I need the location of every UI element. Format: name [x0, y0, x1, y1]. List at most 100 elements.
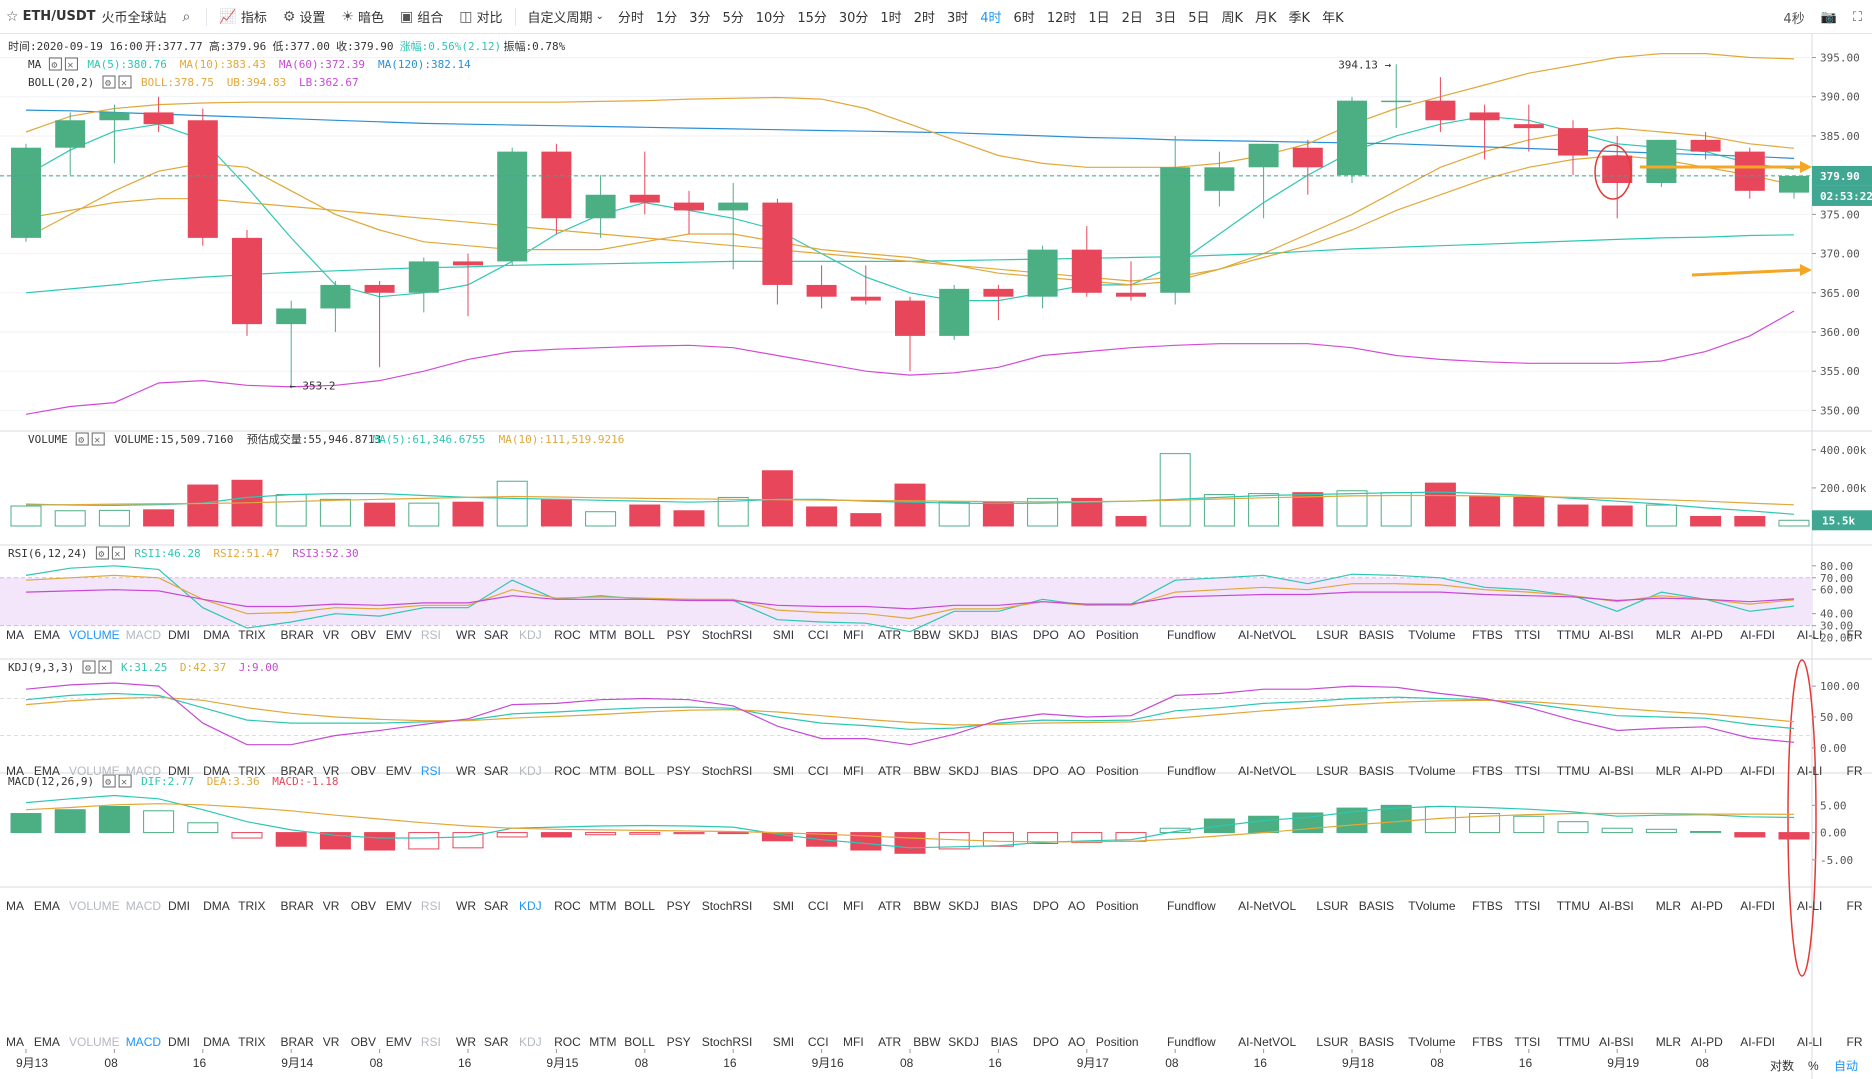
indicator-tab-stochrsi[interactable]: StochRSI [702, 764, 753, 778]
indicator-tab-obv[interactable]: OBV [351, 1035, 376, 1049]
indicator-tab-boll[interactable]: BOLL [624, 764, 655, 778]
fullscreen-icon[interactable]: ⛶ [1852, 9, 1862, 25]
indicator-tab-brar[interactable]: BRAR [281, 899, 315, 913]
indicator-tab-psy[interactable]: PSY [667, 764, 691, 778]
indicator-tab-psy[interactable]: PSY [667, 1035, 691, 1049]
indicator-tab-kdj[interactable]: KDJ [519, 764, 542, 778]
indicator-tab-dmi[interactable]: DMI [168, 899, 190, 913]
indicator-tab-tvolume[interactable]: TVolume [1408, 1035, 1456, 1049]
indicator-tab-mtm[interactable]: MTM [589, 1035, 616, 1049]
indicator-tab-lsur[interactable]: LSUR [1316, 628, 1348, 642]
indicator-tab-ftbs[interactable]: FTBS [1472, 764, 1503, 778]
rsi-settings-icon[interactable] [95, 546, 109, 560]
indicator-tab-ai-pd[interactable]: AI-PD [1691, 628, 1723, 642]
indicator-tab-fr[interactable]: FR [1847, 628, 1863, 642]
indicator-tab-macd[interactable]: MACD [126, 628, 162, 642]
indicator-tab-fundflow[interactable]: Fundflow [1167, 899, 1216, 913]
indicator-tab-fr[interactable]: FR [1847, 899, 1863, 913]
indicator-tab-mfi[interactable]: MFI [843, 628, 864, 642]
volume-settings-icon[interactable] [75, 432, 89, 446]
indicator-tab-ai-bsi[interactable]: AI-BSI [1599, 1035, 1634, 1049]
ma-settings-icon[interactable] [48, 57, 62, 71]
indicator-tab-smi[interactable]: SMI [773, 628, 794, 642]
indicator-tab-ai-pd[interactable]: AI-PD [1691, 899, 1723, 913]
period-17[interactable]: 周K [1221, 11, 1244, 26]
indicator-tab-trix[interactable]: TRIX [238, 628, 265, 642]
indicator-tab-mfi[interactable]: MFI [843, 764, 864, 778]
indicator-tab-ttmu[interactable]: TTMU [1557, 764, 1590, 778]
indicator-tab-lsur[interactable]: LSUR [1316, 1035, 1348, 1049]
indicators-button[interactable]: 📈 指标 [219, 8, 267, 27]
indicator-tab-ai-fdi[interactable]: AI-FDI [1740, 764, 1775, 778]
indicator-tab-ema[interactable]: EMA [34, 628, 60, 642]
period-11[interactable]: 6时 [1013, 11, 1035, 26]
indicator-tab-basis[interactable]: BASIS [1359, 1035, 1394, 1049]
search-button[interactable]: ⌕ [175, 0, 203, 34]
indicator-tab-ao[interactable]: AO [1068, 1035, 1085, 1049]
period-14[interactable]: 2日 [1121, 11, 1143, 26]
indicator-tab-atr[interactable]: ATR [878, 899, 901, 913]
indicator-tab-obv[interactable]: OBV [351, 899, 376, 913]
indicator-tab-mtm[interactable]: MTM [589, 628, 616, 642]
indicator-tab-fundflow[interactable]: Fundflow [1167, 1035, 1216, 1049]
indicator-tab-psy[interactable]: PSY [667, 628, 691, 642]
indicator-tab-macd[interactable]: MACD [126, 764, 162, 778]
indicator-tab-bbw[interactable]: BBW [913, 1035, 941, 1049]
indicator-tab-psy[interactable]: PSY [667, 899, 691, 913]
indicator-tab-rsi[interactable]: RSI [421, 899, 441, 913]
period-19[interactable]: 季K [1288, 11, 1311, 26]
period-1[interactable]: 1分 [655, 11, 678, 26]
indicator-tab-ema[interactable]: EMA [34, 764, 60, 778]
period-18[interactable]: 月K [1255, 11, 1277, 26]
indicator-tab-fundflow[interactable]: Fundflow [1167, 764, 1216, 778]
indicator-tab-ftbs[interactable]: FTBS [1472, 1035, 1503, 1049]
indicator-tab-vr[interactable]: VR [323, 899, 340, 913]
indicator-tab-skdj[interactable]: SKDJ [948, 899, 979, 913]
custom-period-dropdown[interactable]: 自定义周期 ⌄ [527, 11, 604, 26]
indicator-tab-wr[interactable]: WR [456, 1035, 476, 1049]
indicator-tab-ema[interactable]: EMA [34, 1035, 60, 1049]
indicator-tab-ao[interactable]: AO [1068, 628, 1085, 642]
indicator-tab-ma[interactable]: MA [6, 764, 24, 778]
indicator-tab-cci[interactable]: CCI [808, 764, 829, 778]
period-7[interactable]: 1时 [880, 11, 902, 26]
period-12[interactable]: 12时 [1046, 11, 1077, 26]
indicator-tab-macd[interactable]: MACD [126, 899, 162, 913]
indicator-tab-dma[interactable]: DMA [203, 1035, 230, 1049]
period-2[interactable]: 3分 [689, 11, 711, 26]
indicator-tab-rsi[interactable]: RSI [421, 1035, 441, 1049]
indicator-tab-smi[interactable]: SMI [773, 1035, 794, 1049]
indicator-tab-dpo[interactable]: DPO [1033, 899, 1059, 913]
indicator-tab-bbw[interactable]: BBW [913, 764, 941, 778]
indicator-tab-emv[interactable]: EMV [386, 764, 412, 778]
indicator-tab-smi[interactable]: SMI [773, 899, 794, 913]
indicator-tab-sar[interactable]: SAR [484, 764, 509, 778]
indicator-tab-emv[interactable]: EMV [386, 899, 412, 913]
period-9[interactable]: 3时 [946, 11, 969, 26]
indicator-tab-mfi[interactable]: MFI [843, 899, 864, 913]
indicator-tab-ai-li[interactable]: AI-LI [1797, 899, 1822, 913]
indicator-tab-roc[interactable]: ROC [554, 1035, 581, 1049]
indicator-tab-atr[interactable]: ATR [878, 1035, 901, 1049]
indicator-tab-mtm[interactable]: MTM [589, 899, 616, 913]
indicator-tab-ai-netvol[interactable]: AI-NetVOL [1238, 1035, 1296, 1049]
indicator-tab-ttsi[interactable]: TTSI [1514, 628, 1540, 642]
indicator-tab-basis[interactable]: BASIS [1359, 764, 1394, 778]
indicator-tab-mlr[interactable]: MLR [1656, 764, 1682, 778]
scale-mode-0[interactable]: 对数 [1770, 1058, 1794, 1073]
indicator-tab-roc[interactable]: ROC [554, 764, 581, 778]
indicator-tab-tvolume[interactable]: TVolume [1408, 899, 1456, 913]
indicator-tab-emv[interactable]: EMV [386, 628, 412, 642]
period-15[interactable]: 3日 [1154, 11, 1177, 26]
indicator-tab-boll[interactable]: BOLL [624, 1035, 655, 1049]
indicator-tab-cci[interactable]: CCI [808, 1035, 829, 1049]
indicator-tab-lsur[interactable]: LSUR [1316, 899, 1348, 913]
refresh-rate[interactable]: 4秒 [1783, 11, 1805, 27]
indicator-tab-dma[interactable]: DMA [203, 764, 230, 778]
settings-button[interactable]: ⚙ 设置 [282, 8, 326, 27]
kdj-close-icon[interactable] [98, 660, 112, 674]
indicator-tab-mlr[interactable]: MLR [1656, 628, 1682, 642]
indicator-tab-mlr[interactable]: MLR [1656, 899, 1682, 913]
indicator-tab-obv[interactable]: OBV [351, 628, 376, 642]
